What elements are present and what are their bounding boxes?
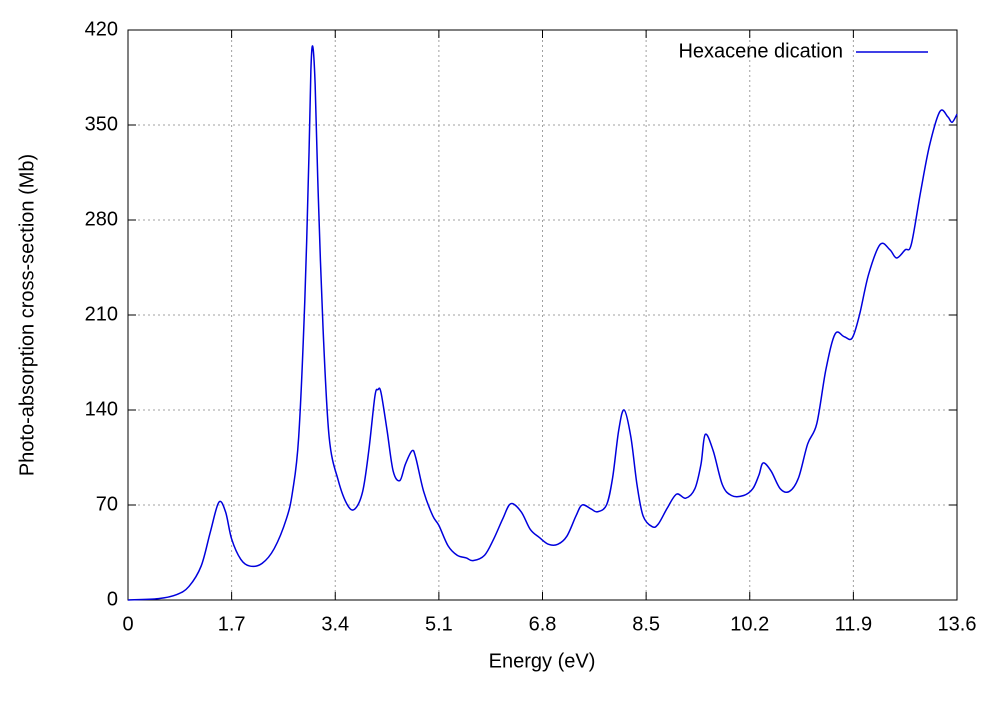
plot-frame (127, 29, 958, 601)
y-tick-label: 420 (85, 18, 118, 40)
x-tick-label: 13.6 (938, 613, 977, 635)
x-tick-label: 8.5 (632, 613, 660, 635)
y-axis-label: Photo-absorption cross-section (Mb) (16, 154, 38, 476)
x-tick-label: 5.1 (425, 613, 453, 635)
x-tick-label: 1.7 (218, 613, 246, 635)
y-tick-label: 0 (107, 588, 118, 610)
x-tick-label: 0 (122, 613, 133, 635)
data-line (127, 45, 958, 601)
y-tick-label: 350 (85, 113, 118, 135)
x-tick-label: 6.8 (529, 613, 557, 635)
x-tick-label: 10.2 (730, 613, 769, 635)
x-tick-label: 11.9 (835, 613, 872, 635)
y-tick-label: 70 (96, 493, 118, 515)
y-tick-label: 140 (85, 398, 118, 420)
legend-label: Hexacene dication (678, 40, 843, 62)
y-tick-label: 210 (85, 303, 118, 325)
x-tick-label: 3.4 (321, 613, 349, 635)
y-tick-label: 280 (85, 208, 118, 230)
x-axis-label: Energy (eV) (489, 650, 596, 672)
